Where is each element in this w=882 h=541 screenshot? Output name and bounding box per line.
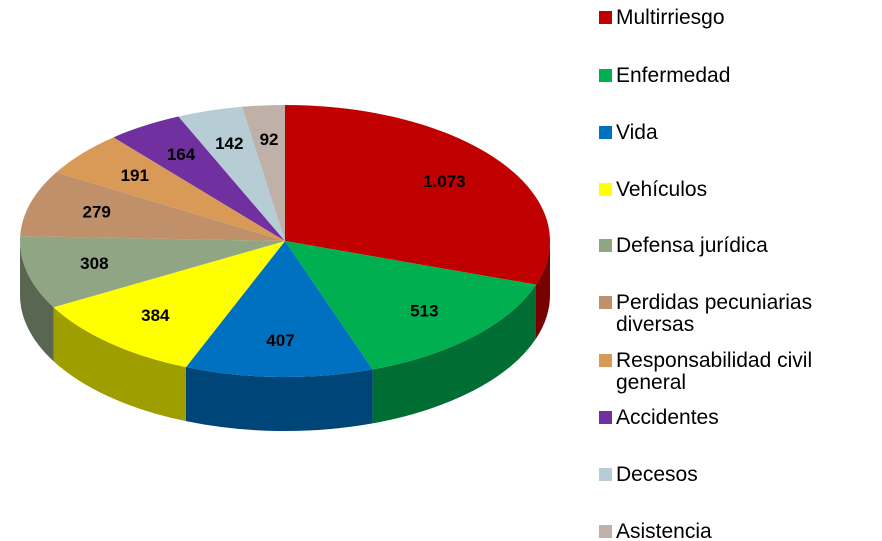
legend-label: Decesos <box>616 463 698 486</box>
slice <box>285 105 550 285</box>
legend-item: Enfermedad <box>599 65 869 87</box>
legend-item: Accidentes <box>599 407 869 429</box>
legend-label: Vida <box>616 121 658 144</box>
slice-side <box>535 241 550 339</box>
legend-swatch <box>599 69 612 82</box>
legend-swatch <box>599 411 612 424</box>
data-label: 279 <box>82 202 110 221</box>
pie-chart: 1.073 513 407 384 308 279 191 164 142 92 <box>19 105 550 431</box>
legend-label: Responsabilidad civil general <box>616 349 813 394</box>
data-label: 191 <box>121 166 149 185</box>
legend-swatch <box>599 239 612 252</box>
slice <box>56 137 286 241</box>
slice <box>113 116 286 241</box>
legend-label: Vehículos <box>616 178 708 201</box>
slice <box>186 241 373 377</box>
data-label: 92 <box>260 130 279 149</box>
legend-swatch <box>599 525 612 538</box>
legend-item: Responsabilidad civil general <box>599 350 869 394</box>
legend-item: Asistencia <box>599 521 869 541</box>
legend-item: Defensa jurídica <box>599 235 869 257</box>
legend-swatch <box>599 11 612 24</box>
legend-swatch <box>599 126 612 139</box>
slice <box>178 106 285 241</box>
slice <box>242 105 285 241</box>
legend-swatch <box>599 296 612 309</box>
data-label: 164 <box>167 145 196 164</box>
legend-label: Defensa jurídica <box>616 234 768 257</box>
slice-side <box>20 241 54 362</box>
slice-side <box>186 367 373 431</box>
legend-item: Multirriesgo <box>599 7 869 29</box>
data-label: 1.073 <box>423 172 466 191</box>
slice-side <box>53 307 187 422</box>
legend-swatch <box>599 183 612 196</box>
legend-item: Vehículos <box>599 179 869 201</box>
data-label: 513 <box>410 301 438 320</box>
data-label: 384 <box>141 306 170 325</box>
slice <box>285 241 536 370</box>
legend-swatch <box>599 468 612 481</box>
legend-label: Accidentes <box>616 406 719 429</box>
legend-label: Multirriesgo <box>616 6 725 29</box>
legend-label: Enfermedad <box>616 64 731 87</box>
slice-side <box>372 284 536 424</box>
data-label: 142 <box>215 134 243 153</box>
legend-swatch <box>599 354 612 367</box>
legend-item: Perdidas pecuniarias diversas <box>599 292 869 336</box>
legend-label: Perdidas pecuniarias diversas <box>616 291 813 336</box>
slice <box>20 172 286 241</box>
slice <box>19 236 285 308</box>
slice <box>53 241 286 368</box>
data-label: 308 <box>80 254 108 273</box>
legend-item: Vida <box>599 122 869 144</box>
data-label: 407 <box>266 331 294 350</box>
legend-label: Asistencia <box>616 520 712 541</box>
legend-item: Decesos <box>599 464 869 486</box>
